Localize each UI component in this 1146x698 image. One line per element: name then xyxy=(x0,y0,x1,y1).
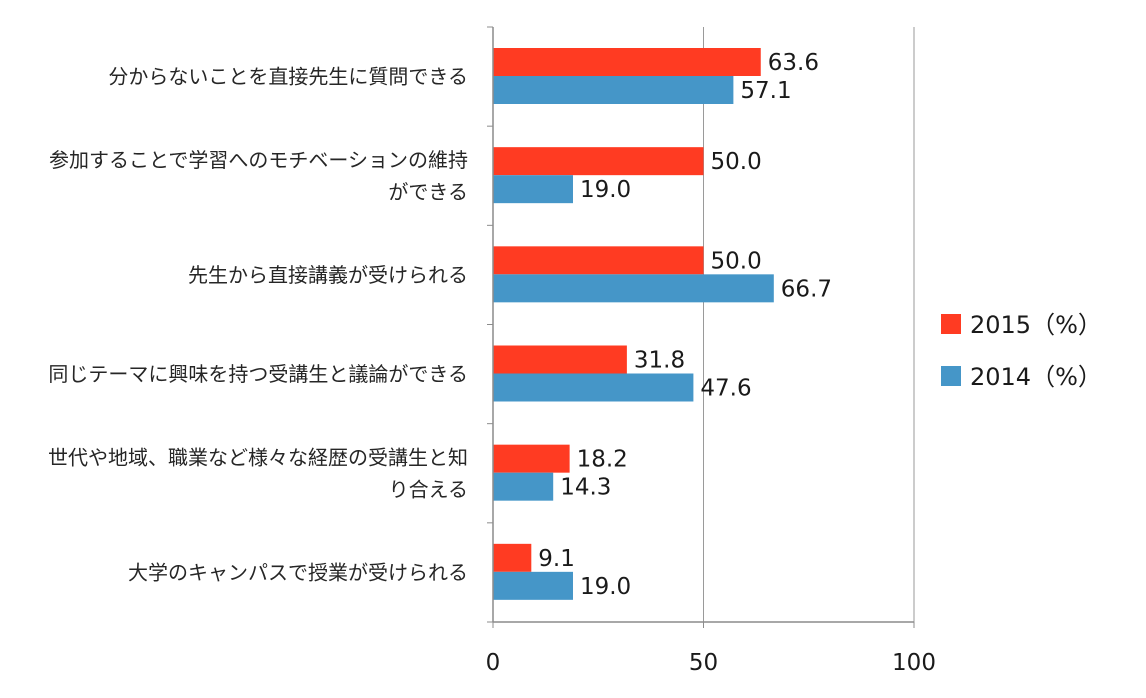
x-tick-label-0: 0 xyxy=(486,650,501,676)
bar-2014-2 xyxy=(493,175,573,204)
bar-2015-1 xyxy=(493,48,761,76)
x-tick-label-100: 100 xyxy=(892,650,936,676)
bar-2014-4 xyxy=(493,373,694,402)
value-label-2014-5: 14.3 xyxy=(560,475,611,501)
value-label-2014-2: 19.0 xyxy=(580,177,631,203)
category-label-2-line1: 参加することで学習へのモチベーションの維持 xyxy=(49,148,468,172)
bars xyxy=(493,48,774,600)
value-label-2015-4: 31.8 xyxy=(634,348,685,374)
category-label-4: 同じテーマに興味を持つ受講生と議論ができる xyxy=(48,362,468,386)
legend-swatch-2014 xyxy=(941,366,961,386)
x-tick-label-50: 50 xyxy=(689,650,718,676)
value-label-2015-5: 18.2 xyxy=(577,447,628,473)
value-label-2015-1: 63.6 xyxy=(768,50,819,76)
bar-2015-6 xyxy=(493,543,532,572)
category-labels: 分からないことを直接先生に質問できる参加することで学習へのモチベーションの維持が… xyxy=(48,65,468,585)
bar-2015-2 xyxy=(493,147,704,176)
bar-2015-5 xyxy=(493,444,570,473)
category-label-2-line2: ができる xyxy=(388,180,468,204)
value-label-2014-3: 66.7 xyxy=(781,276,832,302)
legend-label-2015: 2015（%） xyxy=(970,311,1102,339)
category-label-6: 大学のキャンパスで授業が受けられる xyxy=(128,560,468,584)
value-label-2015-6: 9.1 xyxy=(538,546,575,572)
bar-2014-5 xyxy=(493,472,554,501)
value-label-2014-1: 57.1 xyxy=(740,78,791,104)
category-label-5-line1: 世代や地域、職業など様々な経歴の受講生と知 xyxy=(48,445,468,469)
legend-swatch-2015 xyxy=(941,314,961,334)
value-label-2015-3: 50.0 xyxy=(711,248,762,274)
bar-2014-1 xyxy=(493,76,734,104)
x-tick-labels: 0 50 100 xyxy=(486,650,936,676)
axes xyxy=(487,26,915,628)
category-label-5-line2: り合える xyxy=(389,477,468,501)
bar-2015-3 xyxy=(493,246,704,275)
legend: 2015（%） 2014（%） xyxy=(941,311,1102,391)
category-label-3: 先生から直接講義が受けられる xyxy=(188,263,468,287)
category-label-1: 分からないことを直接先生に質問できる xyxy=(108,65,468,89)
value-labels: 63.657.1 50.0 19.0 50.0 66.7 31.8 47.6 18.214.3… xyxy=(538,50,832,600)
gridlines xyxy=(703,27,915,622)
bar-2015-4 xyxy=(493,345,627,374)
bar-2014-3 xyxy=(493,274,774,303)
value-label-2014-6: 19.0 xyxy=(580,574,631,600)
bar-2014-6 xyxy=(493,571,573,600)
value-label-2014-4: 47.6 xyxy=(700,376,751,402)
legend-label-2014: 2014（%） xyxy=(970,363,1102,391)
value-label-2015-2: 50.0 xyxy=(711,149,762,175)
